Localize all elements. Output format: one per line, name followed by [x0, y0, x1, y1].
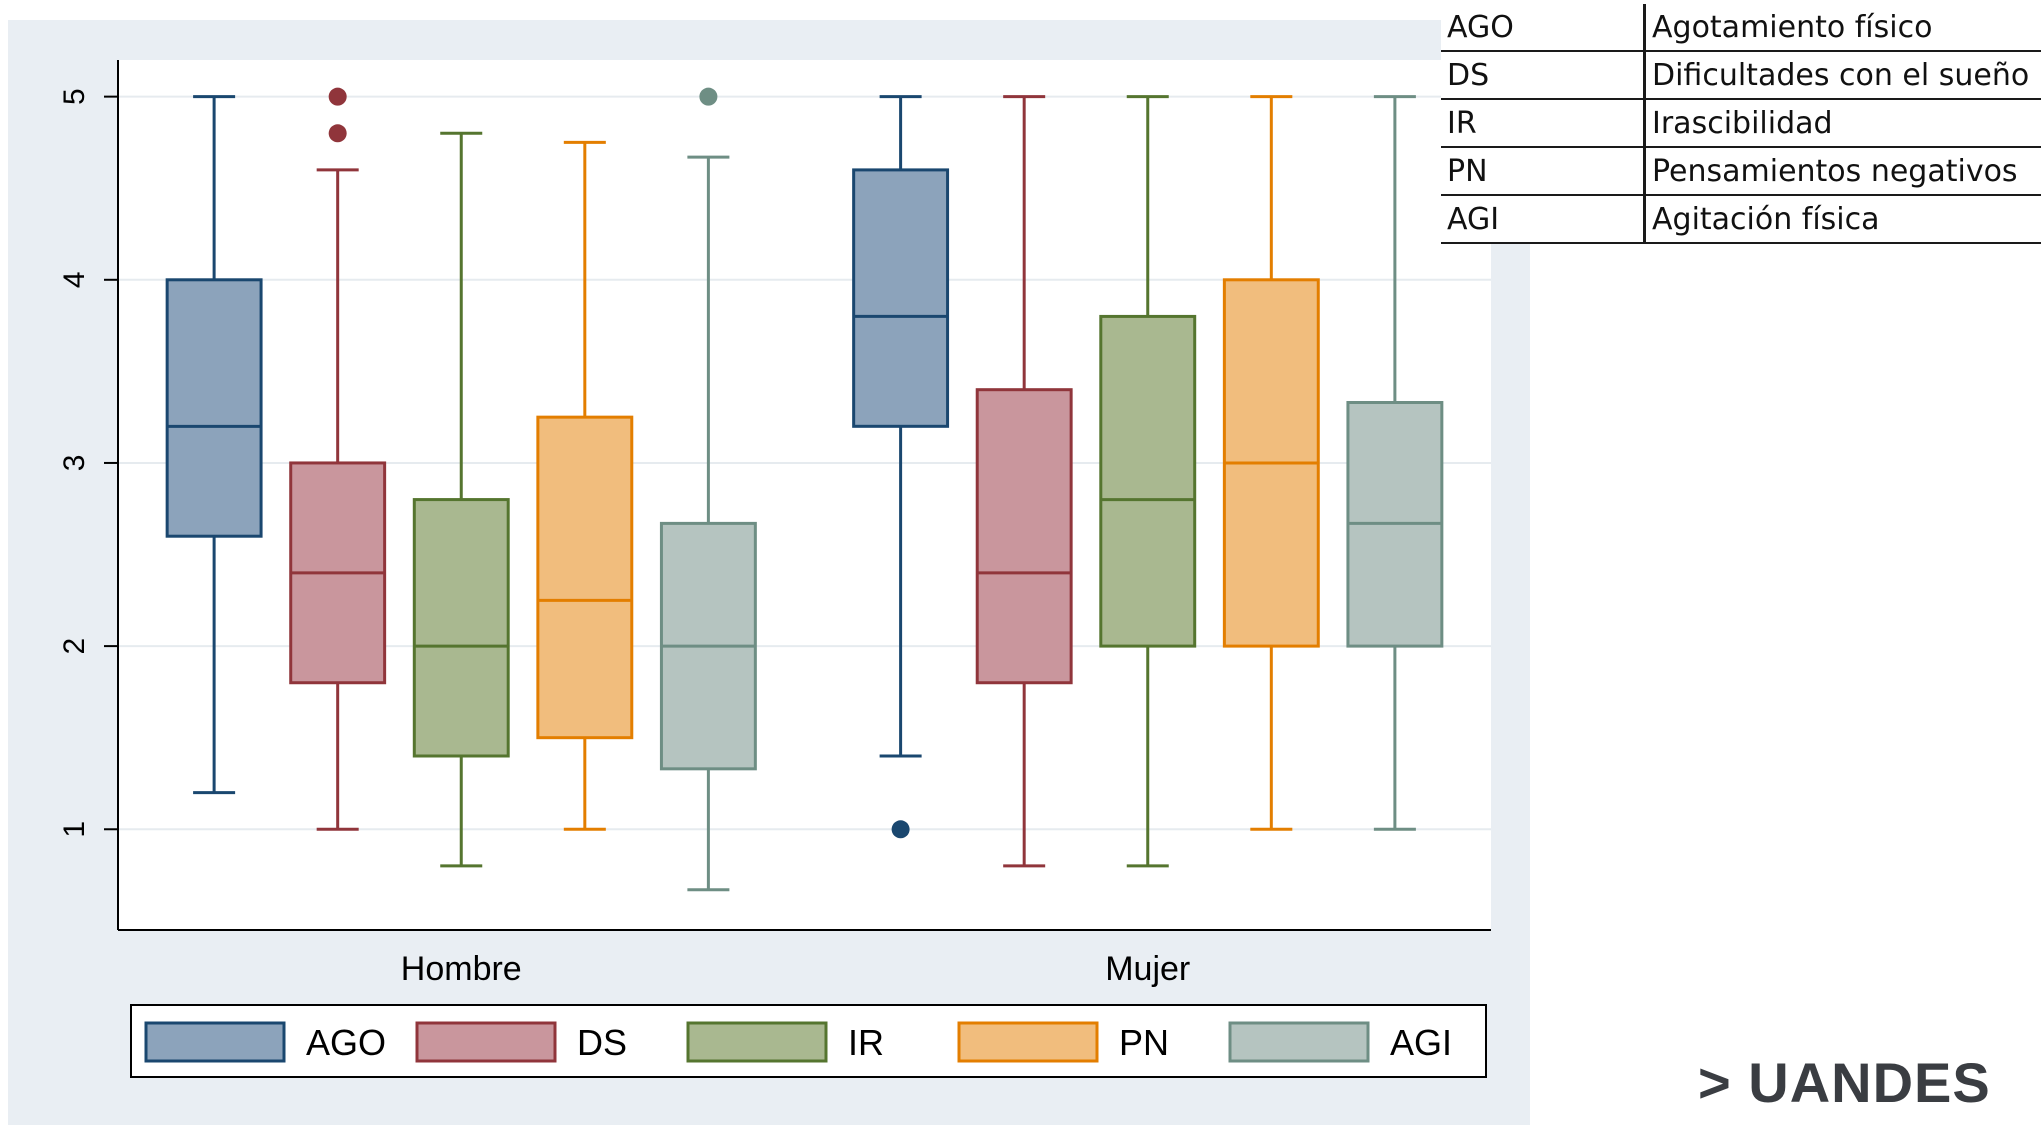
- abbreviation-meaning: Agotamiento físico: [1644, 4, 2041, 52]
- outlier-point: [328, 124, 347, 143]
- abbreviation-code: PN: [1441, 147, 1646, 196]
- legend-label: DS: [577, 1022, 627, 1063]
- box-pn: [536, 415, 634, 740]
- box-ago: [165, 278, 263, 538]
- legend-label: AGO: [306, 1022, 386, 1063]
- outlier-point: [328, 87, 347, 106]
- abbreviation-row: AGO Agotamiento físico: [1441, 4, 2041, 52]
- abbreviation-code: AGO: [1441, 4, 1646, 52]
- abbreviation-code: AGI: [1441, 195, 1646, 244]
- y-tick-label: 2: [58, 638, 91, 655]
- abbreviation-code: DS: [1441, 51, 1646, 100]
- x-category-label: Hombre: [401, 950, 522, 988]
- abbreviation-row: AGI Agitación física: [1441, 195, 2041, 244]
- y-tick-label: 5: [58, 88, 91, 105]
- abbreviation-table: AGO Agotamiento físico DS Dificultades c…: [1441, 4, 2041, 244]
- abbreviation-code: IR: [1441, 99, 1646, 148]
- abbreviation-row: PN Pensamientos negativos: [1441, 147, 2041, 196]
- abbreviation-meaning: Pensamientos negativos: [1644, 147, 2041, 196]
- legend-swatch: [415, 1021, 557, 1063]
- abbreviation-row: DS Dificultades con el sueño: [1441, 51, 2041, 100]
- y-tick-label: 4: [58, 271, 91, 288]
- legend-label: PN: [1119, 1022, 1169, 1063]
- chart-panel: 1 2 3 4 5 Hombre Mujer AGO DS IR PN AGI: [8, 20, 1530, 1125]
- box-ir: [1099, 314, 1197, 648]
- legend-swatch: [144, 1021, 286, 1063]
- legend-swatch: [1228, 1021, 1370, 1063]
- abbreviation-meaning: Agitación física: [1644, 195, 2041, 244]
- legend-label: IR: [848, 1022, 884, 1063]
- box-ds: [975, 388, 1073, 685]
- box-ir: [412, 498, 510, 758]
- outlier-point: [891, 820, 910, 839]
- abbreviation-row: IR Irascibilidad: [1441, 99, 2041, 148]
- box-ago: [852, 168, 950, 428]
- legend-label: AGI: [1390, 1022, 1452, 1063]
- legend-swatch: [957, 1021, 1099, 1063]
- uandes-logo: > UANDES: [1698, 1051, 1991, 1114]
- outlier-point: [699, 87, 718, 106]
- legend-swatch: [686, 1021, 828, 1063]
- abbreviation-meaning: Irascibilidad: [1644, 99, 2041, 148]
- y-tick-label: 3: [58, 455, 91, 472]
- abbreviation-meaning: Dificultades con el sueño: [1644, 51, 2041, 100]
- boxplot-chart: 1 2 3 4 5 Hombre Mujer AGO DS IR PN AGI: [58, 60, 1491, 1078]
- x-category-label: Mujer: [1105, 950, 1190, 988]
- y-tick-label: 1: [58, 821, 91, 838]
